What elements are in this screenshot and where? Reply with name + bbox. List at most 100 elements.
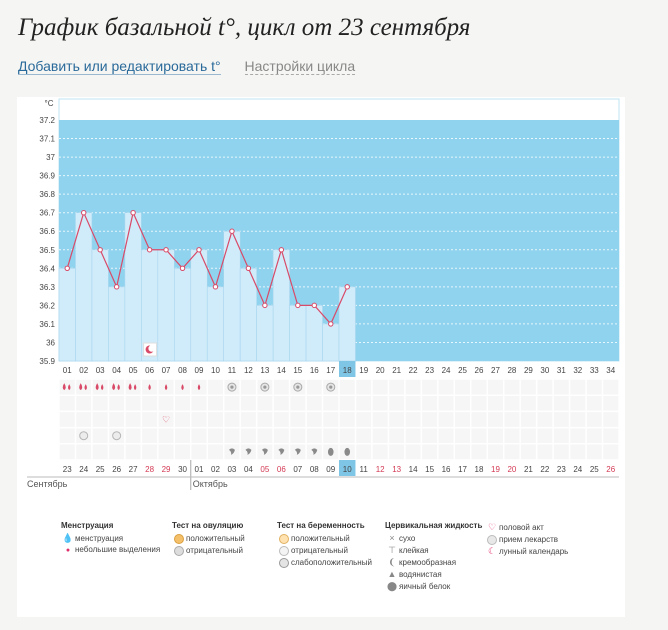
data-point bbox=[179, 265, 186, 272]
date-label: 27 bbox=[129, 465, 138, 474]
mucus-creamy-icon bbox=[228, 448, 235, 455]
legend-item: отрицательный bbox=[277, 544, 387, 556]
data-point bbox=[344, 284, 350, 290]
date-label: 25 bbox=[590, 465, 599, 474]
legend-menstruation-title: Менструация bbox=[61, 521, 114, 530]
chart-panel: 37.2 37.1 37 36.9 36.8 36.7 36.6 36.5 36.4 36.3 36… bbox=[17, 97, 625, 617]
ovulation-test-dot bbox=[329, 385, 333, 389]
menstruation-drop bbox=[133, 384, 137, 391]
legend-item: ☾ лунный календарь bbox=[485, 545, 595, 557]
legend-label: половой акт bbox=[499, 523, 544, 532]
menstruation-drop bbox=[62, 383, 66, 391]
cycle-day-label: 22 bbox=[409, 366, 418, 375]
cycle-day-label: 26 bbox=[475, 366, 484, 375]
y-tick-label: 36.4 bbox=[39, 264, 55, 273]
legend-label: прием лекарств bbox=[499, 535, 559, 544]
date-label: 18 bbox=[475, 465, 484, 474]
cycle-day-label: 34 bbox=[606, 366, 615, 375]
date-label: 10 bbox=[343, 465, 352, 474]
temp-bar bbox=[157, 249, 175, 362]
cycle-day-label: 20 bbox=[376, 366, 385, 375]
data-point bbox=[64, 265, 70, 272]
date-label: 01 bbox=[195, 465, 204, 474]
date-label: 13 bbox=[392, 465, 401, 474]
data-point bbox=[81, 209, 87, 216]
data-point bbox=[311, 302, 317, 309]
date-label: 25 bbox=[96, 465, 105, 474]
y-tick-label: 37.2 bbox=[39, 116, 55, 125]
small-drop-icon: ● bbox=[65, 547, 71, 554]
cycle-day-label: 01 bbox=[63, 366, 72, 375]
legend-label: водянистая bbox=[399, 570, 442, 579]
legend-label: лунный календарь bbox=[499, 547, 569, 556]
mucus-eggwhite-icon bbox=[327, 447, 334, 456]
legend-label: положительный bbox=[186, 534, 245, 543]
legend-label: положительный bbox=[291, 534, 350, 543]
data-point bbox=[163, 247, 169, 253]
legend-item: × сухо bbox=[385, 532, 495, 544]
cycle-day-label: 25 bbox=[458, 366, 467, 375]
date-label: 20 bbox=[507, 465, 516, 474]
light-spotting-drop bbox=[148, 384, 151, 391]
y-tick-label: 36.1 bbox=[39, 320, 55, 329]
cycle-day-label: 21 bbox=[392, 366, 401, 375]
date-label: 09 bbox=[326, 465, 335, 474]
y-axis-unit: °C bbox=[45, 99, 54, 108]
temp-bar bbox=[173, 268, 192, 362]
y-tick-label: 36 bbox=[46, 338, 55, 347]
data-point bbox=[229, 228, 235, 234]
intercourse-heart: ♡ bbox=[162, 415, 170, 425]
legend-label: слабоположительный bbox=[291, 558, 372, 567]
y-tick-label: 36.6 bbox=[39, 227, 55, 236]
pregnancy-weak-icon bbox=[277, 556, 291, 568]
mucus-creamy-icon bbox=[294, 448, 301, 455]
bbt-chart[interactable]: 37.2 37.1 37 36.9 36.8 36.7 36.6 36.5 36.4 36.3 36… bbox=[17, 97, 625, 617]
temp-bar bbox=[58, 268, 76, 362]
cycle-day-label: 24 bbox=[442, 366, 451, 375]
edit-temperature-link[interactable]: Добавить или редактировать t° bbox=[18, 58, 221, 75]
cycle-day-label: 05 bbox=[129, 366, 138, 375]
date-label: 24 bbox=[79, 465, 88, 474]
light-spotting-drop bbox=[164, 384, 168, 391]
cycle-day-label: 09 bbox=[195, 366, 204, 375]
date-label: 26 bbox=[606, 465, 615, 474]
data-point bbox=[97, 247, 103, 253]
legend-item: ♡ половой акт bbox=[485, 521, 595, 533]
data-point bbox=[245, 265, 252, 272]
legend-mucus-title: Цервикальная жидкость bbox=[385, 521, 483, 530]
temperature-line bbox=[66, 210, 348, 326]
y-tick-label: 36.5 bbox=[39, 246, 55, 255]
cycle-day-label: 13 bbox=[260, 366, 269, 375]
y-tick-label: 36.9 bbox=[39, 172, 55, 181]
mucus-creamy-icon bbox=[261, 448, 268, 455]
cycle-settings-link[interactable]: Настройки цикла bbox=[244, 58, 356, 75]
data-point bbox=[130, 209, 136, 216]
menstruation-drop bbox=[112, 383, 116, 391]
date-label: 30 bbox=[178, 465, 187, 474]
data-point bbox=[196, 247, 202, 253]
legend-label: кремообразная bbox=[399, 558, 457, 567]
temp-bar bbox=[124, 212, 142, 362]
data-point bbox=[113, 284, 120, 290]
heart-icon: ♡ bbox=[487, 522, 497, 532]
legend-label: яичный белок bbox=[399, 582, 451, 591]
drop-icon: 💧 bbox=[62, 533, 74, 543]
mucus-creamy-icon bbox=[245, 448, 252, 455]
legend-item: положительный bbox=[172, 532, 282, 544]
y-tick-label: 36.7 bbox=[39, 209, 55, 218]
cycle-day-label: 18 bbox=[343, 366, 352, 375]
ovulation-positive-icon bbox=[172, 532, 186, 544]
legend-item: положительный bbox=[277, 532, 387, 544]
legend-label: сухо bbox=[399, 534, 416, 543]
y-tick-label: 36.3 bbox=[39, 283, 55, 292]
medication-pill bbox=[112, 431, 122, 441]
cycle-day-label: 31 bbox=[557, 366, 566, 375]
date-label: 05 bbox=[260, 465, 269, 474]
current-day-highlight bbox=[339, 361, 356, 377]
data-point bbox=[212, 284, 219, 290]
menstruation-drop bbox=[100, 384, 104, 391]
date-label: 15 bbox=[425, 465, 434, 474]
cycle-day-label: 29 bbox=[524, 366, 533, 375]
cycle-day-label: 16 bbox=[310, 366, 319, 375]
moon-icon: ☾ bbox=[487, 546, 497, 556]
